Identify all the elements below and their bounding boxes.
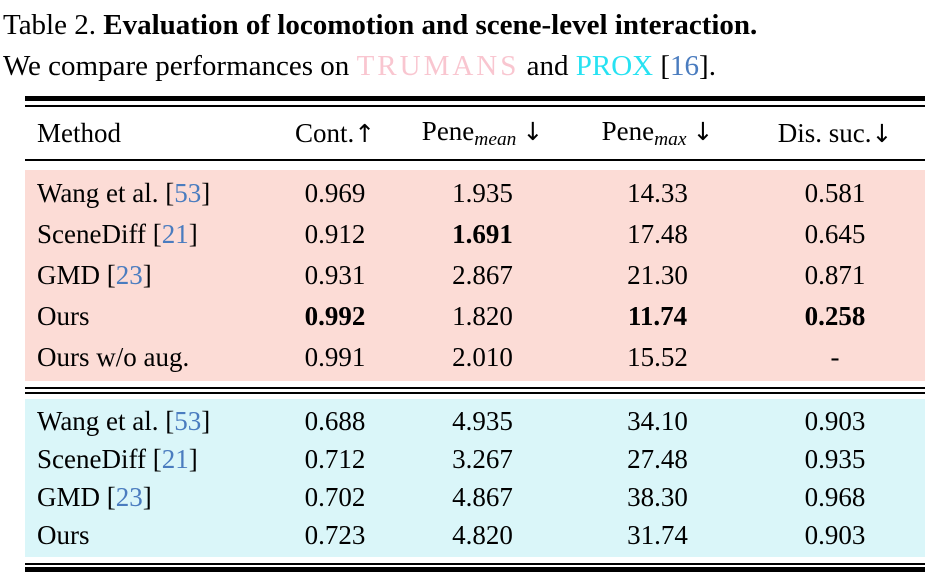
- dataset-prox-label: PROX: [575, 50, 654, 82]
- table-row: SceneDiff [21] 0.712 3.267 27.48 0.935: [25, 440, 925, 478]
- value-cell: 0.969: [304, 178, 366, 208]
- citation-link[interactable]: 23: [115, 481, 143, 512]
- value-cell: 0.992: [304, 301, 366, 331]
- method-cell: SceneDiff [21]: [37, 219, 198, 249]
- table-bottomrule-thin: [25, 563, 925, 565]
- value-cell: 1.691: [452, 219, 513, 249]
- table-row: SceneDiff [21] 0.912 1.691 17.48 0.645: [25, 214, 925, 255]
- column-header-pene-max: Penemax ↓: [601, 115, 714, 150]
- citation-link[interactable]: 53: [174, 178, 202, 208]
- value-cell: 0.931: [304, 260, 366, 290]
- value-cell: 0.968: [804, 481, 866, 512]
- results-table: Method Cont.↑ Penemean ↓ Penemax ↓ Dis. su…: [25, 96, 925, 572]
- caption-line: We compare performances on TRUMANS and P…: [3, 46, 948, 87]
- metric-direction-down-icon: ↓: [522, 116, 544, 146]
- prox-section: Wang et al. [53] 0.688 4.935 34.10 0.903 Scen…: [25, 399, 925, 557]
- value-cell: 0.258: [804, 301, 866, 331]
- table-row: Ours 0.723 4.820 31.74 0.903: [25, 516, 925, 554]
- value-cell: 0.903: [804, 405, 866, 436]
- trumans-section: Wang et al. [53] 0.969 1.935 14.33 0.581 Scen…: [25, 170, 925, 381]
- value-cell: 17.48: [627, 219, 688, 249]
- table-toprule-thin: [25, 105, 925, 107]
- method-cell: Ours: [37, 301, 90, 331]
- citation-link[interactable]: 53: [174, 405, 202, 436]
- table-header-row: Method Cont.↑ Penemean ↓ Penemax ↓ Dis. su…: [25, 107, 925, 159]
- citation-link[interactable]: 21: [161, 219, 189, 249]
- value-cell: 11.74: [627, 301, 688, 331]
- caption-conjunction: and: [519, 50, 576, 82]
- value-cell: 15.52: [627, 342, 688, 372]
- table-midrule-bottom: [25, 392, 925, 394]
- value-cell: 0.702: [304, 481, 366, 512]
- citation-link[interactable]: 16: [670, 50, 700, 82]
- caption-prefix: We compare performances on: [3, 50, 357, 82]
- dataset-trumans-label: TRUMANS: [356, 50, 520, 82]
- table-row: Wang et al. [53] 0.688 4.935 34.10 0.903: [25, 402, 925, 440]
- cite-bracket-close: ].: [699, 50, 716, 82]
- table-row: GMD [23] 0.702 4.867 38.30 0.968: [25, 478, 925, 516]
- column-header-pene-mean: Penemean ↓: [421, 115, 544, 150]
- value-cell: 3.267: [452, 443, 513, 474]
- method-cell: GMD [23]: [37, 481, 152, 512]
- value-cell: 31.74: [627, 519, 688, 550]
- table-row: GMD [23] 0.931 2.867 21.30 0.871: [25, 255, 925, 296]
- column-header-cont: Cont.↑: [294, 117, 376, 148]
- value-cell: 14.33: [627, 178, 688, 208]
- table-toprule-thick: [25, 96, 925, 101]
- value-cell: 0.688: [304, 405, 366, 436]
- page-title: Table 2. Evaluation of locomotion and sc…: [3, 5, 948, 46]
- value-cell: 0.581: [804, 178, 866, 208]
- citation-link[interactable]: 23: [115, 260, 143, 290]
- value-cell: 4.867: [452, 481, 513, 512]
- value-cell: 4.935: [452, 405, 513, 436]
- title-bold-text: Evaluation of locomotion and scene-level…: [103, 9, 758, 41]
- citation-link[interactable]: 21: [161, 443, 189, 474]
- method-cell: Wang et al. [53]: [37, 178, 211, 208]
- value-cell: 0.645: [804, 219, 866, 249]
- value-cell: 34.10: [627, 405, 688, 436]
- value-cell: 2.010: [452, 342, 513, 372]
- method-cell: GMD [23]: [37, 260, 152, 290]
- table-row: Wang et al. [53] 0.969 1.935 14.33 0.581: [25, 173, 925, 214]
- table-caption-block: Table 2. Evaluation of locomotion and sc…: [0, 0, 948, 87]
- value-cell: -: [830, 342, 840, 372]
- method-cell: Ours w/o aug.: [37, 342, 190, 372]
- value-cell: 1.820: [452, 301, 513, 331]
- metric-direction-up-icon: ↑: [354, 118, 376, 148]
- column-header-method: Method: [37, 117, 121, 148]
- method-cell: SceneDiff [21]: [37, 443, 198, 474]
- table-bottomrule-thick: [25, 567, 925, 572]
- value-cell: 4.820: [452, 519, 513, 550]
- table-number-label: Table 2.: [3, 9, 96, 41]
- column-header-dis-suc: Dis. suc.↓: [777, 117, 893, 148]
- method-cell: Ours: [37, 519, 90, 550]
- value-cell: 27.48: [627, 443, 688, 474]
- table-row: Ours w/o aug. 0.991 2.010 15.52 -: [25, 337, 925, 378]
- table-row: Ours 0.992 1.820 11.74 0.258: [25, 296, 925, 337]
- value-cell: 2.867: [452, 260, 513, 290]
- table-header-rule: [25, 159, 925, 161]
- value-cell: 0.935: [804, 443, 866, 474]
- metric-direction-down-icon: ↓: [692, 116, 714, 146]
- value-cell: 0.903: [804, 519, 866, 550]
- value-cell: 1.935: [452, 178, 513, 208]
- value-cell: 0.871: [804, 260, 866, 290]
- cite-bracket-open: [: [653, 50, 671, 82]
- value-cell: 0.991: [304, 342, 366, 372]
- value-cell: 0.712: [304, 443, 366, 474]
- value-cell: 0.723: [304, 519, 366, 550]
- value-cell: 38.30: [627, 481, 688, 512]
- table-midrule-top: [25, 387, 925, 389]
- method-cell: Wang et al. [53]: [37, 405, 211, 436]
- value-cell: 0.912: [304, 219, 366, 249]
- metric-direction-down-icon: ↓: [871, 118, 893, 148]
- value-cell: 21.30: [627, 260, 688, 290]
